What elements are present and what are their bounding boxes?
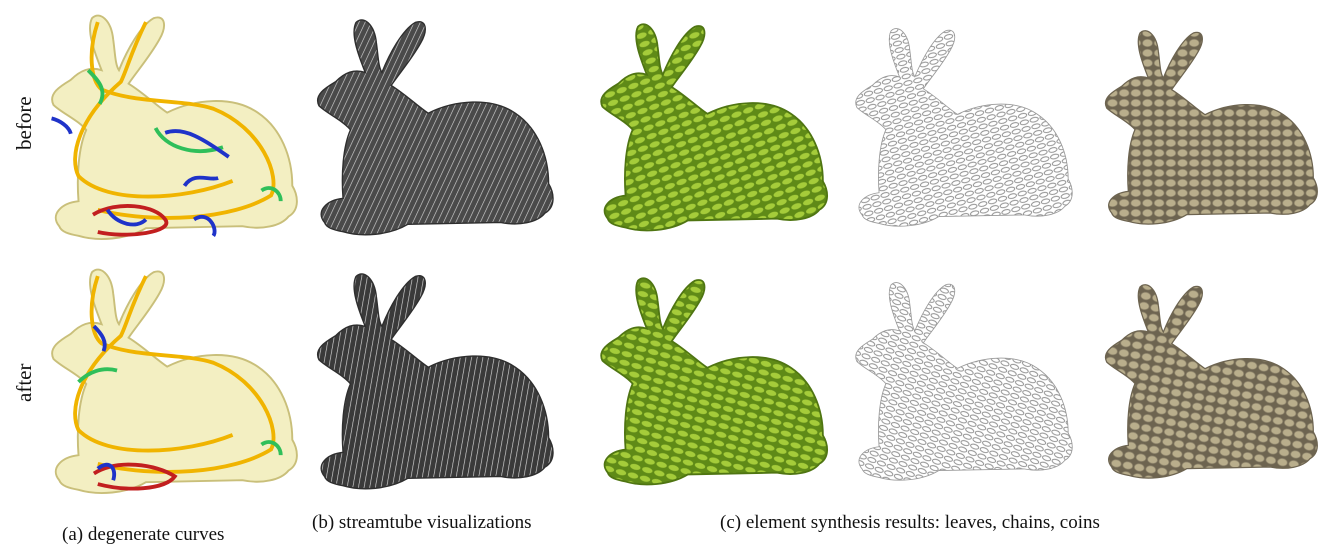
coins-after (1095, 262, 1320, 502)
chains-before (845, 8, 1075, 248)
caption-a: (a) degenerate curves (62, 524, 225, 545)
caption-b: (b) streamtube visualizations (312, 512, 532, 533)
row-label-after: after (12, 363, 36, 402)
leaves-after (590, 262, 830, 502)
leaves-before (590, 8, 830, 248)
streamtube-after (306, 262, 556, 502)
degenerate-curves-before (40, 8, 300, 248)
caption-c: (c) element synthesis results: leaves, c… (720, 512, 1100, 533)
row-label-before: before (12, 96, 36, 150)
coins-before (1095, 8, 1320, 248)
streamtube-before (306, 8, 556, 248)
degenerate-curves-after (40, 262, 300, 502)
chains-after (845, 262, 1075, 502)
